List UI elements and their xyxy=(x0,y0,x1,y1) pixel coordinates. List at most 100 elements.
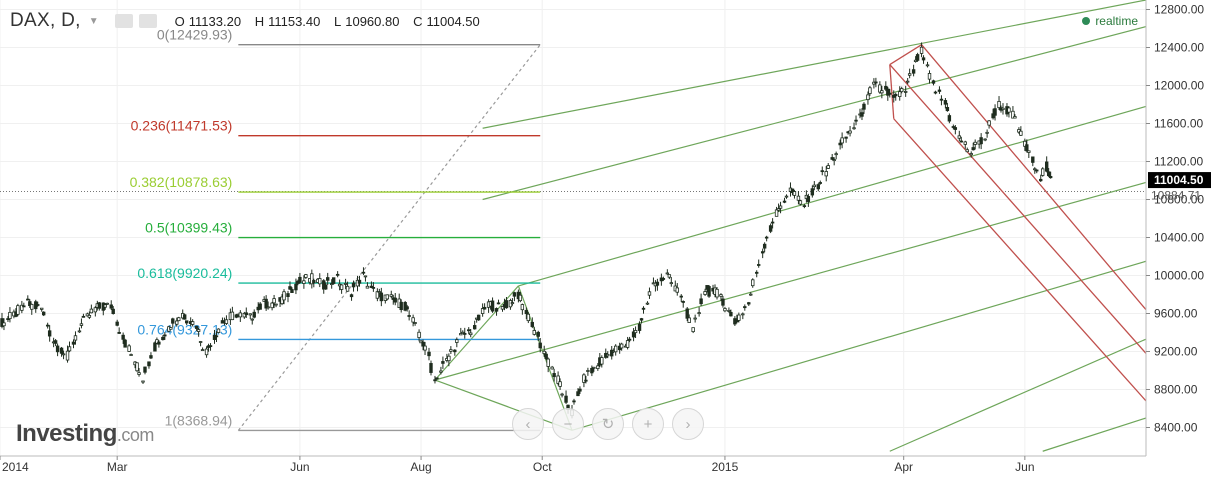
red-pitchfork-line xyxy=(921,44,1147,311)
candle-body xyxy=(369,285,374,288)
candle-body xyxy=(288,286,292,290)
settings-icon[interactable] xyxy=(138,14,157,28)
candle-body xyxy=(693,317,697,320)
candle-body xyxy=(848,130,852,134)
green-pitchfork-line xyxy=(482,26,1147,201)
candle-body xyxy=(1039,178,1043,182)
open-label: O xyxy=(174,13,185,29)
chevron-down-icon[interactable]: ▼ xyxy=(88,15,99,27)
candle-body xyxy=(345,285,350,292)
last-price-label: 11004.50 xyxy=(1154,173,1204,187)
candle-body xyxy=(886,88,890,96)
candle-body xyxy=(669,282,674,285)
candle-body xyxy=(349,294,354,298)
candle-body xyxy=(862,103,866,110)
fib-level-label: 0.764(9327.13) xyxy=(137,321,232,337)
high-value: 11153.40 xyxy=(268,13,321,29)
candle-body xyxy=(1033,168,1037,171)
candle-body xyxy=(903,91,908,93)
candle-body xyxy=(1035,169,1039,172)
candle-body xyxy=(81,315,86,318)
candle-body xyxy=(762,243,767,249)
candle-body xyxy=(685,308,689,319)
y-tick-label: 8800.00 xyxy=(1154,383,1198,397)
candle-body xyxy=(1044,161,1049,172)
green-pitchfork-handle xyxy=(434,379,573,431)
y-tick-label: 12400.00 xyxy=(1154,41,1204,55)
candle-body xyxy=(969,153,973,156)
candle-body xyxy=(266,306,270,309)
candle-body xyxy=(874,81,878,84)
time-axis-bg xyxy=(0,456,1213,480)
logo-suffix: .com xyxy=(116,425,155,445)
zoom-out-button[interactable]: − xyxy=(552,408,584,440)
candle-body xyxy=(413,322,417,324)
candle-body xyxy=(812,184,817,188)
reset-chart-button[interactable]: ↻ xyxy=(592,408,624,440)
green-pitchfork-line xyxy=(518,105,1147,287)
candle-body xyxy=(467,329,471,332)
candle-body xyxy=(530,321,534,327)
candle-body xyxy=(476,314,481,321)
fib-level-label: 1(8368.94) xyxy=(165,412,233,428)
candle-body xyxy=(729,311,733,317)
high-label: H xyxy=(254,13,265,29)
candle-body xyxy=(141,380,145,383)
zoom-in-button[interactable]: + xyxy=(632,408,664,440)
fib-level-label: 0.236(11471.53) xyxy=(131,118,233,134)
candle-body xyxy=(681,301,685,303)
candle-body xyxy=(639,318,644,321)
candle-body xyxy=(820,170,824,173)
candle-body xyxy=(802,205,807,208)
x-tick-label: Aug xyxy=(410,460,431,474)
candle-body xyxy=(8,311,12,320)
candle-body xyxy=(200,349,205,352)
candle-body xyxy=(619,343,624,349)
candle-body xyxy=(913,59,918,62)
candle-body xyxy=(93,307,98,313)
candle-body xyxy=(596,365,600,369)
candle-body xyxy=(377,291,382,294)
candle-body xyxy=(30,303,34,310)
close-value: 11004.50 xyxy=(426,13,480,29)
candle-body xyxy=(433,379,437,382)
candle-body xyxy=(127,345,131,352)
eye-icon[interactable] xyxy=(114,14,133,28)
green-pitchfork-line xyxy=(434,181,1147,381)
candle-body xyxy=(326,277,330,281)
candle-body xyxy=(510,302,515,305)
symbol-label[interactable]: DAX, D, xyxy=(10,10,81,31)
candle-body xyxy=(214,335,219,338)
candle-body xyxy=(721,298,725,306)
price-line-label: 10884.71 xyxy=(1151,188,1201,202)
candle-body xyxy=(198,341,203,343)
candle-body xyxy=(304,274,308,278)
candle-body xyxy=(61,353,66,356)
candle-body xyxy=(417,331,421,338)
candle-body xyxy=(97,302,102,309)
candle-body xyxy=(20,304,24,311)
candle-body xyxy=(641,307,646,310)
candle-body xyxy=(931,80,936,84)
y-tick-label: 11600.00 xyxy=(1154,117,1203,131)
candle-body xyxy=(441,361,445,364)
candle-body xyxy=(361,271,366,274)
candle-body xyxy=(747,302,751,305)
candle-body xyxy=(755,271,759,274)
fib-level-label: 0.618(9920.24) xyxy=(137,265,232,281)
candle-body xyxy=(87,314,92,318)
scroll-right-button[interactable]: › xyxy=(672,408,704,440)
scroll-left-button[interactable]: ‹ xyxy=(512,408,544,440)
candle-body xyxy=(393,297,397,303)
candle-body xyxy=(532,330,536,335)
candle-body xyxy=(204,348,209,356)
realtime-dot-icon xyxy=(1082,17,1091,25)
candle-body xyxy=(637,323,642,331)
candle-body xyxy=(53,340,58,344)
candle-body xyxy=(224,319,229,324)
candle-body xyxy=(796,195,801,201)
candle-body xyxy=(1023,140,1027,147)
x-tick-label: 2015 xyxy=(712,460,739,474)
